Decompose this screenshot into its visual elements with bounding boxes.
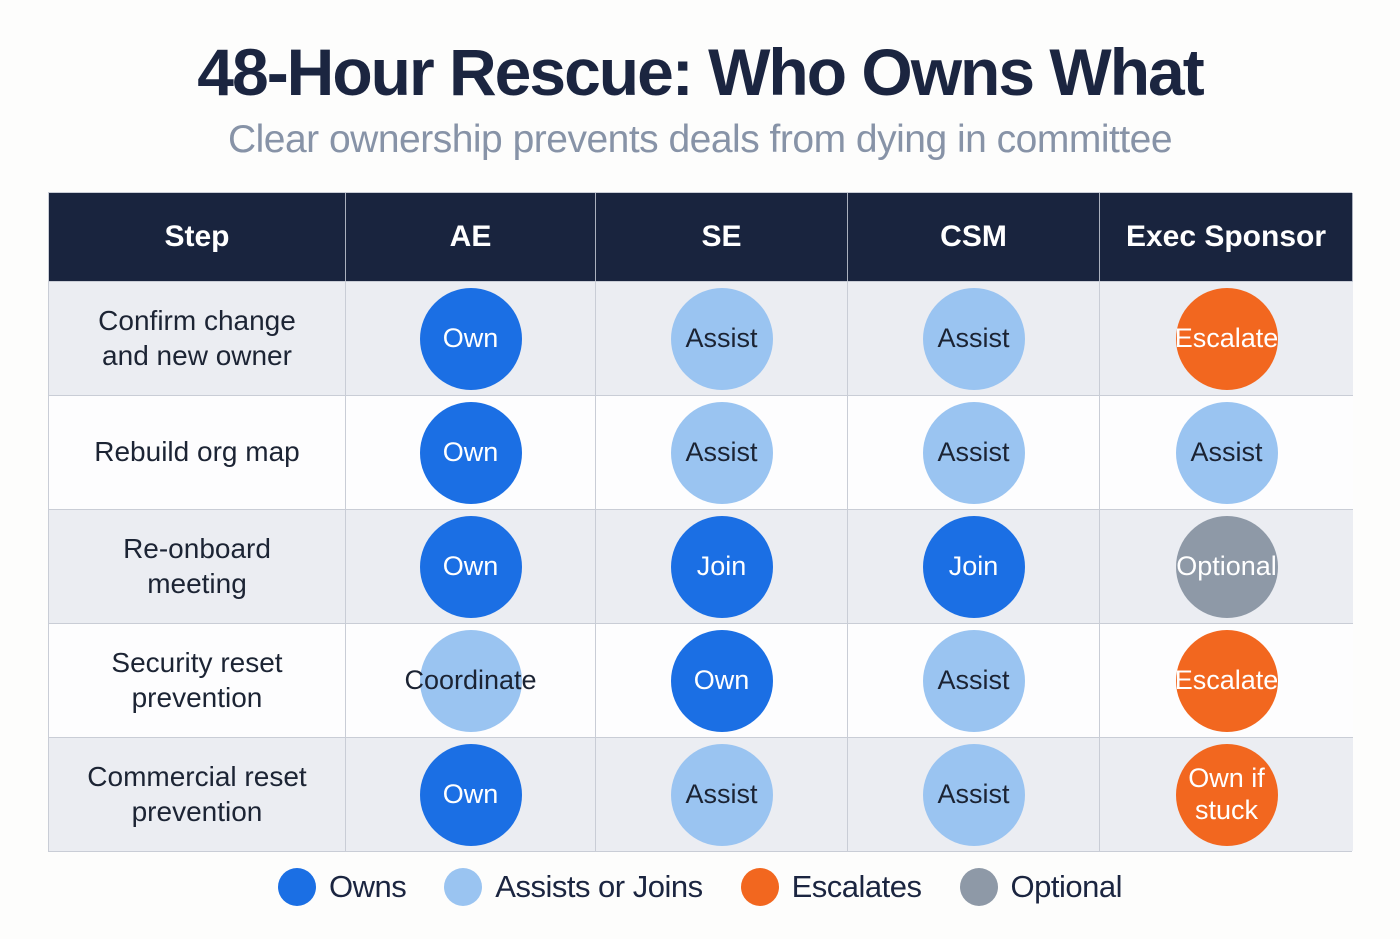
page-title: 48-Hour Rescue: Who Owns What: [197, 35, 1204, 109]
role-chip: Coordinate: [404, 629, 537, 732]
legend-label: Assists or Joins: [495, 869, 703, 904]
table-cell: Assist: [848, 737, 1100, 851]
role-chip: Assist: [922, 401, 1025, 504]
legend-item-escalates: Escalates: [740, 868, 922, 906]
step-label: Confirm change and new owner: [49, 281, 346, 395]
role-chip: Assist: [922, 629, 1025, 732]
owns-dot-icon: [278, 868, 317, 906]
role-chip: Assist: [1175, 401, 1278, 504]
step-label-text: Commercial reset prevention: [87, 761, 307, 827]
table-cell: Own: [596, 623, 848, 737]
step-label-text: Security reset prevention: [111, 647, 283, 713]
legend-item-owns: Owns: [278, 868, 407, 906]
column-header-se: SE: [596, 193, 848, 281]
table-cell: Optional: [1100, 509, 1353, 623]
role-chip: Join: [922, 515, 1025, 618]
assists-dot-icon: [444, 868, 483, 906]
step-label-text: Confirm change and new owner: [98, 305, 296, 371]
table-cell: Join: [848, 509, 1100, 623]
step-label: Commercial reset prevention: [49, 737, 346, 851]
legend-label: Optional: [1010, 869, 1123, 904]
table-cell: Assist: [848, 623, 1100, 737]
ownership-matrix-table: Step AE SE CSM Exec Sponsor Confirm chan…: [48, 192, 1353, 852]
table-cell: Escalate: [1100, 623, 1353, 737]
table-cell: Escalate: [1100, 281, 1353, 395]
table-cell: Own: [346, 281, 596, 395]
legend-item-optional: Optional: [959, 868, 1123, 906]
role-chip: Own: [419, 401, 522, 504]
role-chip: Own: [419, 515, 522, 618]
table-cell: Join: [596, 509, 848, 623]
legend-label: Escalates: [791, 869, 922, 904]
table-cell: Assist: [848, 395, 1100, 509]
escalates-dot-icon: [740, 868, 779, 906]
page-subtitle: Clear ownership prevents deals from dyin…: [227, 118, 1173, 161]
table-cell: Own if stuck: [1100, 737, 1353, 851]
role-chip: Escalate: [1175, 287, 1278, 390]
step-label-text: Rebuild org map: [94, 436, 300, 468]
column-header-csm: CSM: [848, 193, 1100, 281]
table-cell: Assist: [596, 281, 848, 395]
step-label: Re-onboard meeting: [49, 509, 346, 623]
column-header-exec-sponsor: Exec Sponsor: [1100, 193, 1353, 281]
column-header-ae: AE: [346, 193, 596, 281]
table-cell: Assist: [596, 395, 848, 509]
legend-item-assists: Assists or Joins: [444, 868, 703, 906]
role-chip: Assist: [922, 743, 1025, 846]
table-cell: Own: [346, 509, 596, 623]
role-chip: Optional: [1175, 515, 1278, 618]
table-cell: Own: [346, 737, 596, 851]
table-cell: Coordinate: [346, 623, 596, 737]
step-label: Rebuild org map: [49, 395, 346, 509]
step-label-text: Re-onboard meeting: [123, 533, 271, 599]
role-chip: Escalate: [1175, 629, 1278, 732]
legend: Owns Assists or Joins Escalates Optional: [0, 868, 1400, 906]
step-label: Security reset prevention: [49, 623, 346, 737]
table-cell: Assist: [596, 737, 848, 851]
role-chip: Assist: [670, 287, 773, 390]
column-header-step: Step: [49, 193, 346, 281]
role-chip: Assist: [922, 287, 1025, 390]
role-chip: Own if stuck: [1175, 743, 1278, 846]
table-cell: Assist: [1100, 395, 1353, 509]
legend-label: Owns: [329, 869, 407, 904]
role-chip: Own: [419, 287, 522, 390]
role-chip: Own: [670, 629, 773, 732]
table-cell: Assist: [848, 281, 1100, 395]
role-chip: Assist: [670, 743, 773, 846]
role-chip: Assist: [670, 401, 773, 504]
table-cell: Own: [346, 395, 596, 509]
role-chip: Own: [419, 743, 522, 846]
optional-dot-icon: [959, 868, 998, 906]
role-chip: Join: [670, 515, 773, 618]
